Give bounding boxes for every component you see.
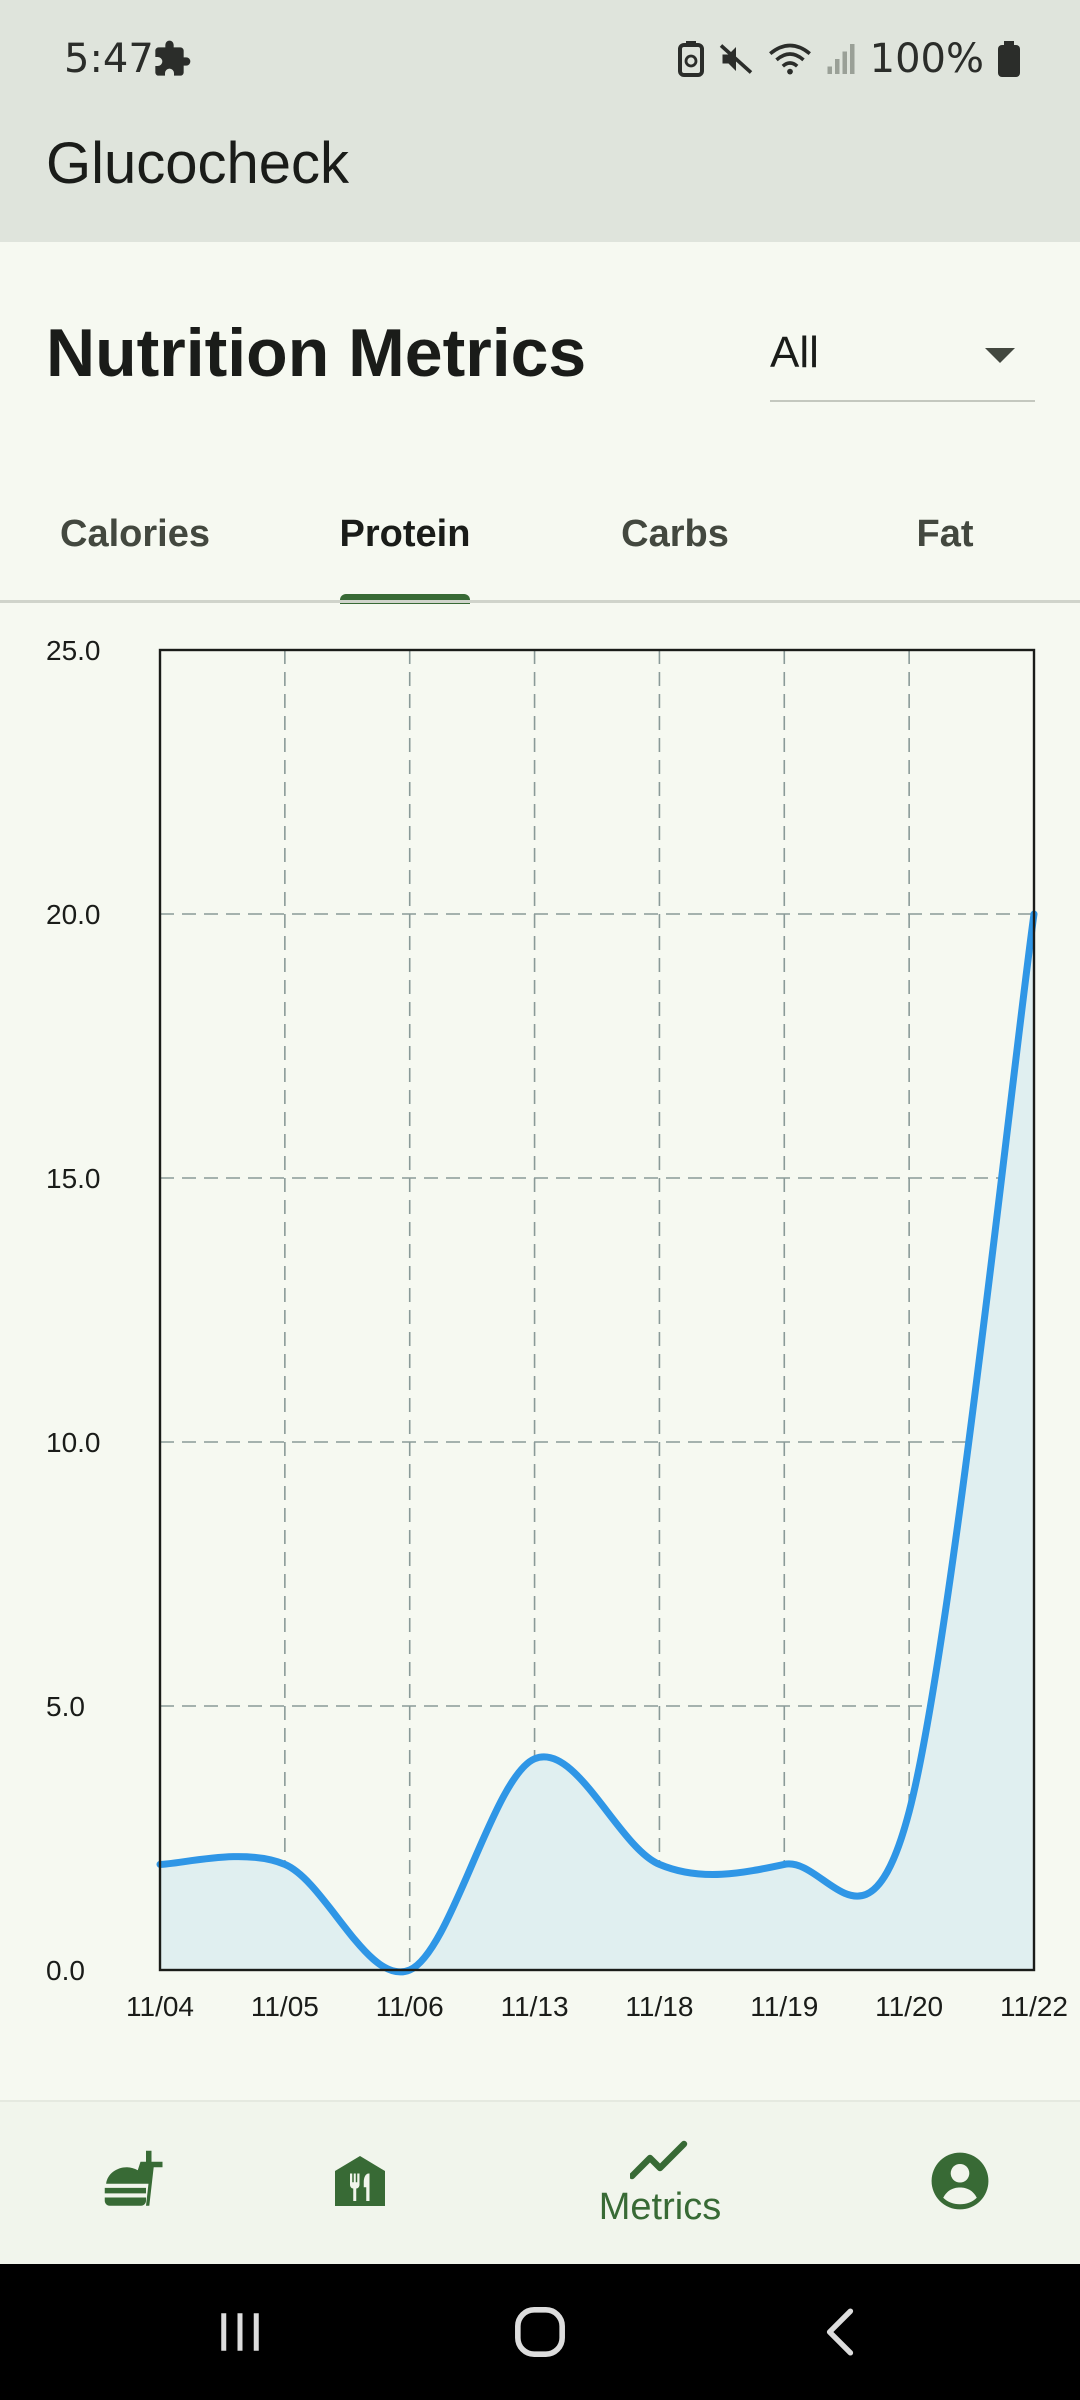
signal-icon	[827, 44, 855, 74]
bottom-navigation: Metrics	[0, 2100, 1080, 2266]
chevron-down-icon	[985, 348, 1015, 363]
y-tick-label: 20.0	[46, 899, 101, 930]
fastfood-icon	[104, 2150, 163, 2206]
puzzle-icon	[155, 40, 191, 76]
battery-percent: 100%	[869, 36, 984, 82]
status-bar: 5:47	[0, 0, 1080, 118]
recents-button[interactable]	[140, 2264, 340, 2400]
battery-icon	[998, 41, 1020, 77]
tab-protein[interactable]: Protein	[339, 512, 471, 555]
nav-item-profile[interactable]	[825, 2102, 1080, 2266]
mute-icon	[719, 44, 752, 74]
plot-frame	[158, 648, 1036, 1972]
series-area	[160, 914, 1034, 1972]
x-tick-label: 11/06	[376, 1991, 444, 2020]
system-navigation-bar	[0, 2264, 1080, 2400]
x-tick-label: 11/04	[126, 1991, 194, 2020]
x-tick-label: 11/22	[1000, 1991, 1068, 2020]
wifi-icon	[768, 43, 811, 75]
tab-carbs[interactable]: Carbs	[621, 512, 729, 555]
trending-up-icon	[630, 2140, 688, 2179]
x-tick-label: 11/19	[750, 1991, 818, 2020]
restaurant-icon	[335, 2156, 385, 2206]
nav-item-restaurant[interactable]	[225, 2102, 495, 2266]
back-button[interactable]	[740, 2264, 940, 2400]
status-time: 5:47	[64, 36, 154, 82]
top-app-area: 5:47	[0, 0, 1080, 242]
app-title: Glucocheck	[46, 131, 350, 196]
y-tick-label: 5.0	[46, 1691, 85, 1722]
y-tick-label: 10.0	[46, 1427, 101, 1458]
filter-dropdown-value: All	[770, 328, 819, 377]
nav-item-food[interactable]	[0, 2102, 270, 2266]
y-tick-label: 15.0	[46, 1163, 101, 1194]
back-icon	[826, 2308, 854, 2356]
x-tick-label: 11/18	[625, 1991, 693, 2020]
nav-label-metrics: Metrics	[598, 2185, 722, 2228]
nav-item-metrics[interactable]: Metrics	[525, 2102, 795, 2266]
tabs-divider	[0, 600, 1080, 603]
x-tick-label: 11/20	[875, 1991, 943, 2020]
filter-dropdown[interactable]: All	[770, 316, 1035, 402]
x-tick-label: 11/05	[251, 1991, 319, 2020]
home-button[interactable]	[440, 2264, 640, 2400]
status-icons: 100%	[677, 34, 1020, 84]
home-icon	[515, 2307, 565, 2357]
metric-tabs: Calories Protein Carbs Fat	[0, 470, 1080, 604]
protein-line-chart: 0.0 5.0 10.0 15.0 20.0 25.0 11/04 11/05 11/06 11/…	[46, 635, 1068, 2020]
recents-icon	[221, 2313, 259, 2351]
y-tick-label: 25.0	[46, 635, 101, 666]
x-tick-label: 11/13	[501, 1991, 569, 2020]
y-tick-label: 0.0	[46, 1955, 85, 1986]
tab-fat[interactable]: Fat	[916, 512, 974, 555]
tab-calories[interactable]: Calories	[60, 512, 210, 555]
page-title: Nutrition Metrics	[46, 315, 587, 391]
battery-saver-icon	[677, 41, 704, 77]
active-tab-indicator	[340, 594, 470, 604]
account-circle-icon	[931, 2152, 989, 2210]
